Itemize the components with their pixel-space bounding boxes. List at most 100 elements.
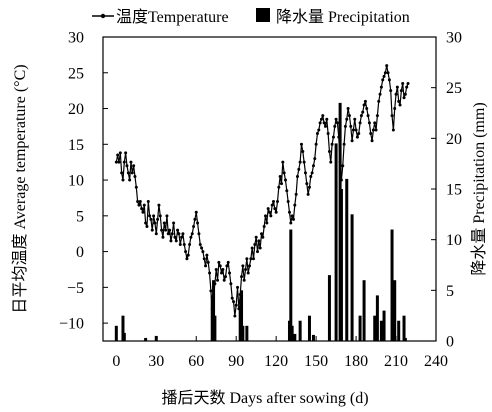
- temperature-point: [331, 135, 335, 139]
- temperature-point: [173, 235, 177, 239]
- precipitation-bar: [375, 295, 379, 341]
- temperature-point: [114, 160, 118, 164]
- legend-precipitation-label: 降水量 Precipitation: [276, 8, 410, 26]
- axis-ticks: 0 30 60 90 120 150 180 210 240302520151050−5−103…: [59, 30, 462, 371]
- temperature-point: [370, 139, 374, 143]
- precipitation-bar: [144, 337, 148, 341]
- temperature-point: [204, 264, 208, 268]
- temperature-point: [162, 221, 166, 225]
- temperature-point: [254, 235, 258, 239]
- temperature-point: [346, 107, 350, 111]
- temperature-point: [385, 64, 389, 68]
- temperature-point: [242, 278, 246, 282]
- temperature-point: [278, 174, 282, 178]
- temperature-point: [236, 285, 240, 289]
- temperature-point: [351, 128, 355, 132]
- temperature-point: [190, 232, 194, 236]
- temperature-point: [341, 164, 345, 168]
- temperature-point: [291, 217, 295, 221]
- temperature-point: [282, 171, 286, 175]
- precipitation-bar: [311, 334, 315, 341]
- precipitation-bar: [289, 229, 293, 341]
- temperature-point: [210, 307, 214, 311]
- precipitation-bar: [403, 337, 407, 341]
- temperature-point: [188, 242, 192, 246]
- temperature-point: [186, 253, 190, 257]
- temperature-point: [126, 171, 130, 175]
- temperature-point: [367, 121, 371, 125]
- temperature-point: [202, 257, 206, 261]
- temperature-point: [268, 210, 271, 214]
- temperature-point: [275, 200, 279, 204]
- temperature-point: [295, 174, 299, 178]
- temperature-point: [244, 267, 248, 271]
- temperature-point: [209, 289, 213, 293]
- temperature-point: [237, 307, 241, 311]
- temperature-point: [166, 232, 170, 236]
- temperature-point: [301, 149, 305, 153]
- temperature-point: [285, 189, 289, 193]
- temperature-point: [293, 203, 297, 207]
- temperature-point: [383, 71, 387, 75]
- temperature-point: [330, 142, 334, 146]
- temperature-point: [144, 221, 148, 225]
- temperature-point: [177, 232, 181, 236]
- temperature-point: [258, 246, 262, 250]
- temperature-point: [141, 210, 145, 214]
- precipitation-bar: [241, 325, 245, 341]
- temperature-point: [200, 246, 204, 250]
- temperature-point: [294, 192, 298, 196]
- temperature-point: [298, 160, 302, 164]
- temperature-point: [398, 103, 402, 107]
- precipitation-bar: [334, 143, 338, 341]
- temperature-point: [323, 124, 327, 128]
- temperature-point: [379, 85, 383, 89]
- temperature-point: [306, 192, 310, 196]
- temperature-point: [197, 232, 201, 236]
- temperature-point: [317, 128, 321, 132]
- y-right-tick-label: 5: [446, 283, 454, 300]
- temperature-point: [314, 142, 318, 146]
- temperature-point: [154, 232, 158, 236]
- temperature-point: [287, 210, 291, 214]
- y-right-tick-label: 25: [446, 80, 462, 97]
- precipitation-bar: [339, 189, 343, 341]
- temperature-point: [305, 182, 309, 186]
- x-tick-label: 90: [228, 353, 244, 370]
- temperature-point: [232, 300, 236, 304]
- temperature-point: [192, 225, 196, 229]
- temperature-point: [381, 78, 385, 82]
- legend-temperature-label: 温度Temperature: [116, 8, 229, 26]
- temperature-point: [369, 132, 373, 136]
- temperature-point: [152, 214, 156, 218]
- temperature-point: [134, 185, 138, 189]
- temperature-point: [182, 242, 186, 246]
- temperature-point: [145, 225, 149, 229]
- precipitation-bar: [213, 315, 217, 341]
- temperature-point: [168, 228, 172, 232]
- temperature-point: [146, 200, 150, 204]
- precipitation-bar: [393, 280, 397, 341]
- temperature-point: [153, 221, 157, 225]
- temperature-point: [213, 282, 217, 286]
- x-tick-label: 0: [112, 353, 120, 370]
- temperature-point: [205, 253, 209, 257]
- temperature-point: [349, 124, 353, 128]
- x-tick-label: 30: [148, 353, 164, 370]
- temperature-point: [176, 228, 180, 232]
- temperature-point: [245, 257, 249, 261]
- temperature-point: [325, 117, 329, 121]
- temperature-point: [224, 275, 228, 279]
- precipitation-bar: [212, 280, 216, 341]
- temperature-point: [274, 210, 278, 214]
- temperature-point: [260, 232, 264, 236]
- temperature-point: [165, 214, 169, 218]
- precipitation-bar: [298, 320, 302, 341]
- y-right-tick-label: 30: [446, 30, 462, 47]
- temperature-point: [133, 174, 137, 178]
- precipitation-bar: [307, 315, 311, 341]
- temperature-point: [234, 303, 238, 307]
- temperature-point: [402, 96, 406, 100]
- temperature-point: [270, 203, 274, 207]
